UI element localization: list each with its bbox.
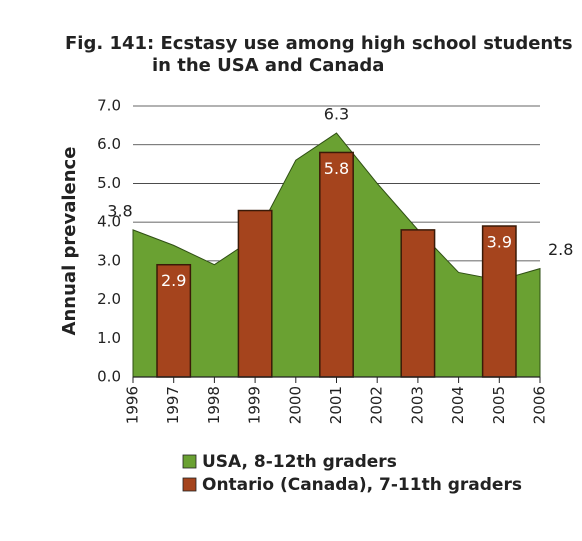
y-tick-label: 1.0 (97, 329, 121, 347)
x-tick-label: 2004 (449, 386, 467, 424)
bar (237, 209, 273, 378)
value-label: 2.8 (548, 240, 573, 259)
y-tick-label: 5.0 (97, 174, 121, 192)
x-tick-label: 2006 (531, 386, 549, 424)
legend-label: Ontario (Canada), 7-11th graders (202, 475, 522, 495)
bar (156, 263, 192, 378)
bar (319, 151, 354, 378)
y-axis-label: Annual prevalence (59, 147, 80, 336)
legend-label: USA, 8-12th graders (202, 452, 397, 472)
y-tick-label: 2.0 (97, 290, 121, 308)
value-label: 5.8 (324, 159, 349, 178)
x-tick-label: 1997 (164, 386, 182, 424)
y-tick-label: 0.0 (97, 368, 121, 386)
x-tick-label: 2002 (368, 386, 386, 424)
bar (400, 229, 436, 378)
legend-swatch (182, 477, 197, 492)
x-tick-label: 2001 (327, 386, 345, 424)
value-label: 6.3 (324, 105, 349, 124)
legend-swatch (182, 454, 197, 469)
chart-title: Fig. 141: Ecstasy use among high school … (65, 33, 573, 54)
x-tick-label: 1996 (124, 386, 142, 424)
y-tick-label: 6.0 (97, 135, 121, 153)
x-tick-label: 2000 (286, 386, 304, 424)
chart-title: in the USA and Canada (152, 55, 384, 76)
x-tick-label: 2003 (408, 386, 426, 424)
y-tick-label: 7.0 (97, 97, 121, 115)
value-label: 2.9 (161, 271, 186, 290)
x-tick-label: 2005 (490, 386, 508, 424)
value-label: 3.8 (107, 201, 132, 220)
value-label: 3.9 (487, 233, 512, 252)
x-tick-label: 1998 (205, 386, 223, 424)
x-tick-label: 1999 (246, 386, 264, 424)
y-tick-label: 3.0 (97, 251, 121, 269)
y-tick-label: 4.0 (97, 213, 121, 231)
